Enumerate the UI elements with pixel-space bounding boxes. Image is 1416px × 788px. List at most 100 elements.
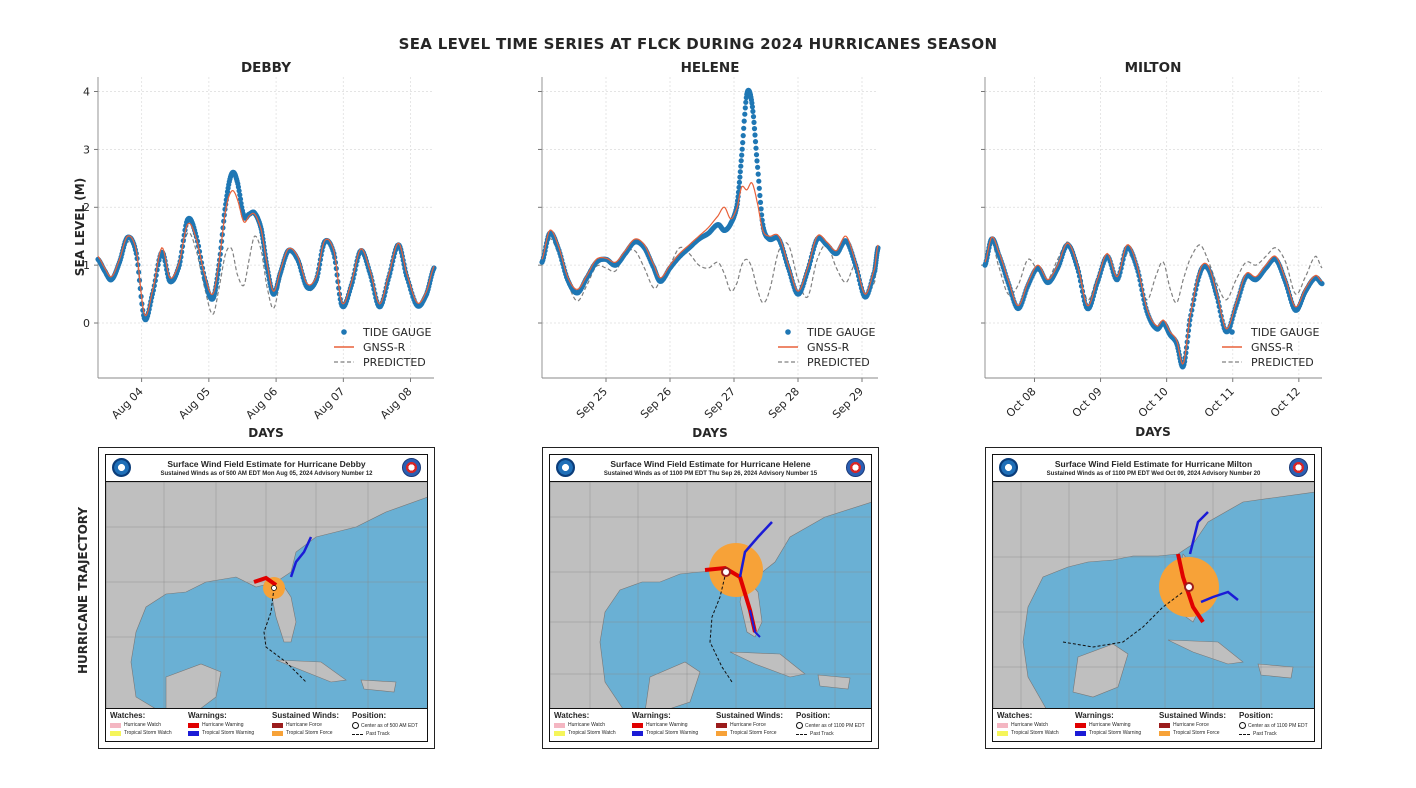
data-point-tide-gauge [742,111,748,117]
data-point-tide-gauge [749,104,756,110]
legend-marker-tide-gauge [341,329,347,335]
x-axis-label-debby: DAYS [248,426,284,440]
legend-label: PREDICTED [363,356,426,369]
data-point-tide-gauge [737,174,743,180]
noaa-logo-icon [112,458,131,477]
series-line-predicted [984,241,1323,304]
legend-ts-force: Tropical Storm Force [286,730,333,736]
data-point-tide-gauge [238,200,244,206]
legend-position: Position: [796,711,831,720]
nws-logo-icon [1289,458,1308,477]
legend-watches: Watches: [997,711,1033,720]
x-tick-label: Oct 11 [1202,385,1237,420]
data-point-tide-gauge [237,192,243,198]
series-line-predicted [541,238,879,304]
legend-ts-force: Tropical Storm Force [730,730,777,736]
legend-ts-watch: Tropical Storm Watch [124,730,172,736]
data-point-tide-gauge [754,158,760,164]
legend-hurricane-watch: Hurricane Watch [568,722,606,728]
map-subtitle: Sustained Winds as of 1100 PM EDT Thu Se… [603,471,818,477]
y-tick-label: 1 [83,259,90,272]
legend-past-track: Past Track [810,731,834,737]
legend-marker-tide-gauge [785,329,791,335]
data-point-tide-gauge [743,99,749,105]
legend-ts-watch: Tropical Storm Watch [568,730,616,736]
data-point-tide-gauge [739,152,745,158]
legend-watches: Watches: [554,711,590,720]
data-point-tide-gauge [751,119,757,125]
data-point-tide-gauge [237,196,244,202]
data-point-tide-gauge [750,108,756,114]
nws-logo-icon [846,458,865,477]
data-point-tide-gauge [755,171,761,177]
map-title: Surface Wind Field Estimate for Hurrican… [610,459,811,469]
row-label-trajectory: HURRICANE TRAJECTORY [76,506,90,674]
legend-label: GNSS-R [1251,341,1294,354]
map-subtitle: Sustained Winds as of 500 AM EDT Mon Aug… [160,471,373,477]
data-point-tide-gauge [756,185,762,191]
legend-hurricane-force: Hurricane Force [286,722,322,728]
data-point-tide-gauge [737,169,743,175]
nws-logo-icon [402,458,421,477]
legend-ts-warning: Tropical Storm Warning [1089,730,1142,736]
legend-warnings: Warnings: [632,711,671,720]
data-point-tide-gauge [752,139,759,145]
data-point-tide-gauge [741,118,747,124]
map-title: Surface Wind Field Estimate for Hurrican… [167,459,366,469]
legend-hurricane-warning: Hurricane Warning [202,722,244,728]
legend-hurricane-force: Hurricane Force [730,722,766,728]
data-point-tide-gauge [740,140,746,146]
legend-position: Position: [352,711,387,720]
data-point-tide-gauge [757,199,764,205]
legend-center: Center as of 1100 PM EDT [805,722,865,729]
legend-hurricane-watch: Hurricane Watch [1011,722,1049,728]
legend-ts-watch: Tropical Storm Watch [1011,730,1059,736]
data-point-tide-gauge [749,100,755,106]
legend-ts-force: Tropical Storm Force [1173,730,1220,736]
legend-center: Center as of 500 AM EDT [361,722,418,729]
legend-watches: Watches: [110,711,146,720]
series-line-gnss-r [97,189,435,317]
legend-hurricane-watch: Hurricane Watch [124,722,162,728]
map-milton: Surface Wind Field Estimate for Hurrican… [985,447,1322,749]
noaa-logo-icon [999,458,1018,477]
map-title: Surface Wind Field Estimate for Hurrican… [1054,459,1253,469]
x-tick-label: Oct 12 [1268,385,1303,420]
legend-winds: Sustained Winds: [716,711,784,720]
map-area [993,482,1314,708]
series-line-gnss-r [541,181,879,295]
data-point-tide-gauge [736,179,743,185]
noaa-logo-icon [556,458,575,477]
data-point-tide-gauge [236,188,242,194]
series-line-gnss-r [984,236,1323,365]
x-tick-label: Oct 10 [1136,385,1171,420]
data-point-tide-gauge [752,132,758,138]
legend-ts-warning: Tropical Storm Warning [646,730,699,736]
data-point-tide-gauge [758,206,764,212]
legend-label: PREDICTED [807,356,870,369]
x-axis-label-helene: DAYS [692,426,728,440]
data-point-tide-gauge [750,114,757,120]
panel-title-milton: MILTON [1124,60,1182,76]
data-point-tide-gauge [738,158,744,164]
legend-hurricane-force: Hurricane Force [1173,722,1209,728]
legend-winds: Sustained Winds: [1159,711,1227,720]
map-area [550,482,871,708]
data-point-tide-gauge [742,105,748,111]
legend-label: PREDICTED [1251,356,1314,369]
map-debby: Surface Wind Field Estimate for Hurrican… [98,447,435,749]
data-point-tide-gauge [751,126,758,132]
data-point-tide-gauge [740,133,746,139]
y-tick-label: 4 [83,85,90,98]
panel-title-debby: DEBBY [240,60,292,76]
data-point-tide-gauge [736,184,742,190]
legend-label: TIDE GAUGE [362,326,432,339]
x-axis-label-milton: DAYS [1135,425,1171,439]
legend-hurricane-warning: Hurricane Warning [1089,722,1131,728]
legend-label: GNSS-R [807,341,850,354]
chart-milton: Oct 08 Oct 09 Oct 10 Oct 11 Oct 12 TIDE GAUGE… [981,77,1325,420]
legend-past-track: Past Track [1253,731,1277,737]
legend-warnings: Warnings: [1075,711,1114,720]
